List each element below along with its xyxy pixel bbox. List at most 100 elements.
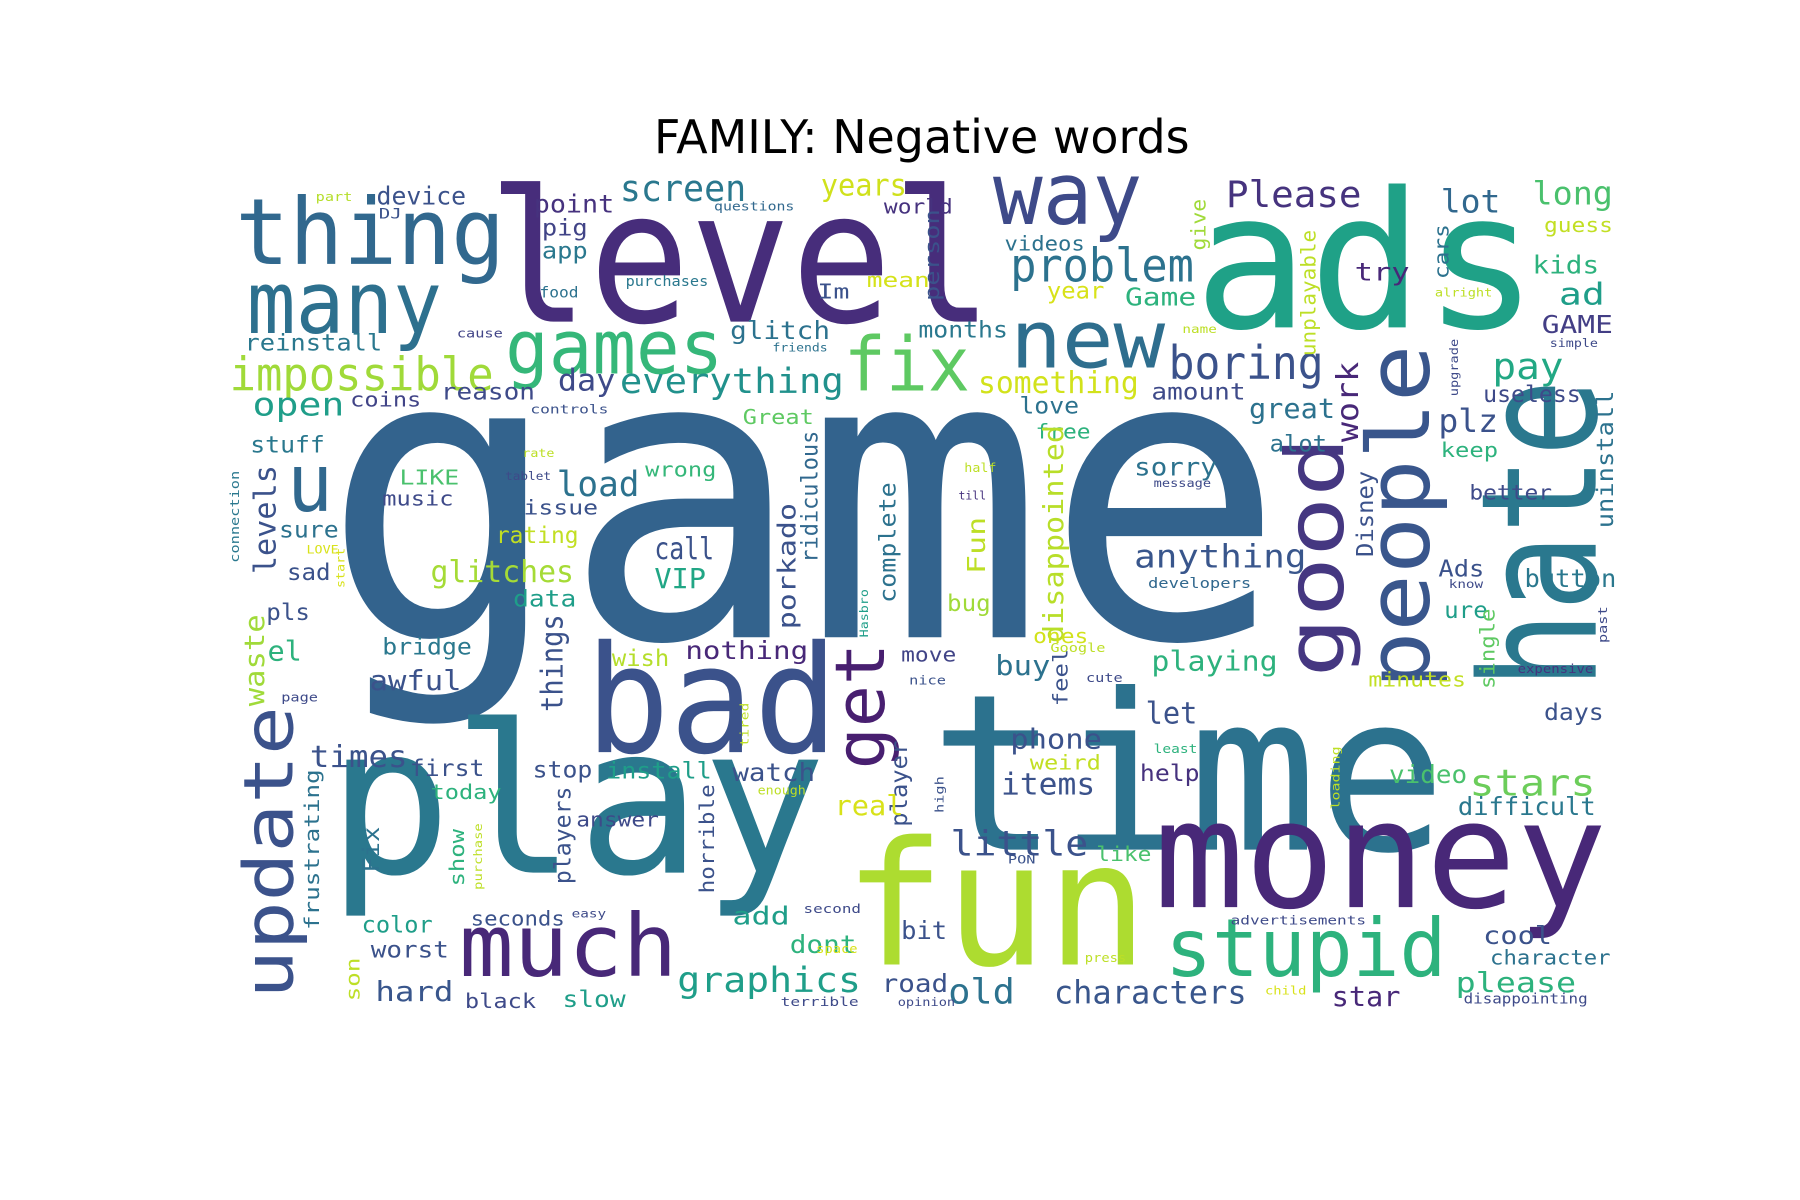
word: real — [835, 790, 904, 822]
word: Great — [743, 405, 814, 429]
word: half — [964, 460, 996, 475]
word: year — [1047, 279, 1104, 305]
word: past — [1595, 606, 1610, 643]
word: time — [930, 649, 1447, 902]
word: wrong — [645, 458, 716, 482]
word: star — [1332, 981, 1401, 1013]
word: seconds — [471, 906, 565, 930]
word: feel — [1049, 649, 1073, 706]
word: ure — [1444, 598, 1488, 624]
word: button — [1524, 564, 1616, 593]
word: videos — [1004, 231, 1084, 255]
word: message — [1154, 476, 1211, 490]
word: problem — [1010, 238, 1194, 292]
word: nice — [909, 672, 946, 687]
word: developers — [1148, 576, 1251, 592]
word: Fun — [962, 517, 991, 574]
word: ads — [1194, 151, 1538, 372]
word: move — [901, 642, 956, 666]
word: opinion — [898, 995, 955, 1009]
word: old — [948, 973, 1015, 1013]
word: device — [377, 182, 467, 211]
word: frustrating — [300, 769, 324, 930]
word: money — [1154, 769, 1607, 943]
word: add — [732, 901, 789, 930]
word: bridge — [382, 635, 472, 661]
word: work — [1331, 362, 1366, 442]
word: long — [1533, 175, 1613, 213]
word: son — [343, 958, 364, 1002]
word: something — [978, 366, 1139, 401]
word: video — [1389, 760, 1467, 789]
word: useless — [1483, 382, 1581, 408]
word: sad — [287, 560, 331, 586]
word: PON — [1008, 852, 1036, 866]
word: get — [821, 643, 901, 769]
word: items — [1001, 768, 1095, 803]
word: name — [1182, 322, 1217, 336]
word: sure — [279, 517, 339, 543]
word: weird — [1030, 750, 1101, 774]
word: play — [327, 681, 826, 922]
word: rating — [496, 523, 579, 549]
word: ad — [1559, 277, 1605, 312]
word: pay — [1492, 345, 1563, 388]
word: answer — [576, 808, 659, 832]
word: years — [821, 168, 907, 203]
word: child — [1265, 983, 1306, 997]
word: disappointing — [1464, 992, 1588, 1008]
word: lot — [1441, 183, 1501, 221]
word: stars — [1469, 762, 1595, 805]
word: till — [959, 489, 987, 503]
word: road — [882, 969, 949, 998]
word: reinstall — [245, 330, 383, 356]
word: months — [918, 318, 1008, 344]
word: day — [558, 363, 615, 398]
word: boring — [1169, 336, 1324, 390]
word: cause — [457, 326, 503, 341]
word: open — [253, 386, 345, 424]
word: start — [333, 548, 347, 588]
word: page — [281, 690, 318, 705]
word: nothing — [685, 636, 808, 665]
word: tired — [737, 703, 751, 747]
word: characters — [1054, 974, 1247, 1012]
word: Google — [1050, 640, 1105, 655]
word: anything — [1134, 537, 1306, 575]
word: first — [410, 756, 485, 782]
word: glitch — [730, 316, 830, 345]
word: upgrade — [1447, 339, 1461, 396]
word: install — [606, 759, 712, 785]
word: Ads — [1438, 556, 1484, 582]
word: cars — [1430, 224, 1454, 279]
word: complete — [875, 482, 901, 603]
word: ones — [1033, 624, 1088, 648]
word: music — [382, 486, 453, 510]
word: phone — [1010, 724, 1102, 756]
word: Please — [1226, 173, 1361, 216]
word: much — [459, 897, 677, 997]
word: people — [1350, 345, 1450, 689]
word: minutes — [1368, 668, 1466, 692]
word: kids — [1533, 250, 1600, 279]
word: awful — [370, 665, 462, 697]
word: worst — [371, 938, 449, 964]
word: space — [816, 941, 857, 956]
word: stupid — [1165, 901, 1446, 995]
word: new — [1010, 293, 1166, 387]
word: person — [920, 209, 944, 301]
word: guess — [1544, 213, 1613, 237]
word: LOVE — [307, 543, 339, 557]
word: slow — [563, 987, 626, 1013]
word: like — [1096, 842, 1151, 866]
word: way — [993, 145, 1142, 245]
word: stuff — [250, 432, 325, 458]
word: better — [1469, 481, 1552, 505]
word: call — [654, 532, 714, 567]
word: black — [465, 989, 537, 1013]
word: high — [933, 776, 947, 813]
word: hate — [1447, 379, 1634, 689]
word: tablet — [505, 469, 551, 483]
word: purchase — [471, 823, 485, 890]
